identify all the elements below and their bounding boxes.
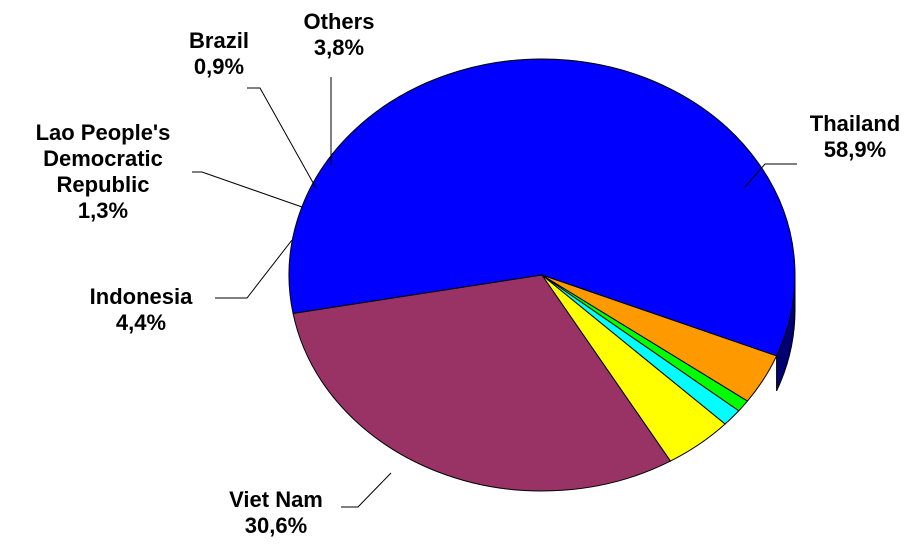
slice-name: Brazil <box>189 28 249 53</box>
slice-name: Democratic <box>43 146 163 171</box>
leader-line-indonesia <box>215 239 293 299</box>
slice-name: Others <box>304 9 375 34</box>
data-label-others: Others 3,8% <box>304 9 375 60</box>
leader-lines <box>192 77 797 508</box>
slice-name: Viet Nam <box>229 487 323 512</box>
pie-slices <box>288 58 796 492</box>
slice-name: Lao People's <box>36 120 171 145</box>
pie-slice-viet-nam <box>292 274 672 492</box>
slice-value: 4,4% <box>116 310 166 335</box>
slice-value: 30,6% <box>245 513 307 538</box>
pie-slice-thailand <box>288 58 796 357</box>
pie-slice-others <box>541 274 778 402</box>
slice-name: Thailand <box>810 111 900 136</box>
data-label-viet-nam: Viet Nam 30,6% <box>229 487 323 538</box>
slice-name: Indonesia <box>90 284 193 309</box>
slice-name: Republic <box>57 172 150 197</box>
data-label-thailand: Thailand 58,9% <box>810 111 900 162</box>
slice-value: 0,9% <box>194 54 244 79</box>
data-label-brazil: Brazil 0,9% <box>189 28 249 79</box>
leader-line-brazil <box>247 87 317 189</box>
slice-value: 1,3% <box>78 198 128 223</box>
data-label-indonesia: Indonesia 4,4% <box>90 284 193 335</box>
slice-value: 3,8% <box>314 35 364 60</box>
slice-value: 58,9% <box>824 137 886 162</box>
leader-line-lao-people-s-democratic-republic <box>192 171 303 208</box>
data-label-lao-people-s-democratic-republic: Lao People's Democratic Republic 1,3% <box>36 120 171 223</box>
slice-labels: Thailand 58,9% Viet Nam 30,6% Indonesia 4,4% L… <box>36 9 901 538</box>
leader-line-viet-nam <box>341 472 392 508</box>
leader-line-thailand <box>744 163 797 188</box>
